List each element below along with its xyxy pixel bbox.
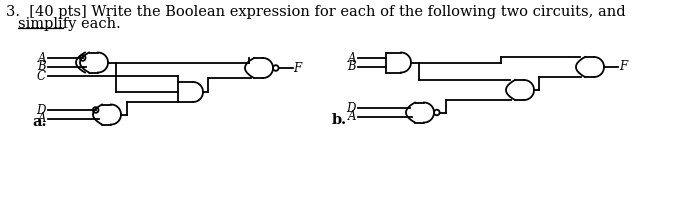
Text: B: B [347, 61, 356, 73]
Text: simplify each.: simplify each. [18, 17, 121, 31]
Text: 3.  [40 pts] Write the Boolean expression for each of the following two circuits: 3. [40 pts] Write the Boolean expression… [6, 5, 626, 19]
Text: A: A [348, 111, 356, 123]
Text: C: C [37, 69, 46, 83]
Text: D: D [36, 104, 46, 116]
Text: a.: a. [32, 115, 47, 129]
Text: D: D [346, 101, 356, 115]
Text: F: F [619, 61, 627, 73]
Text: A: A [38, 112, 46, 126]
Text: A: A [38, 51, 46, 65]
Text: B: B [37, 61, 46, 73]
Text: b.: b. [332, 113, 347, 127]
Text: A: A [348, 51, 356, 65]
Text: F: F [294, 61, 302, 74]
